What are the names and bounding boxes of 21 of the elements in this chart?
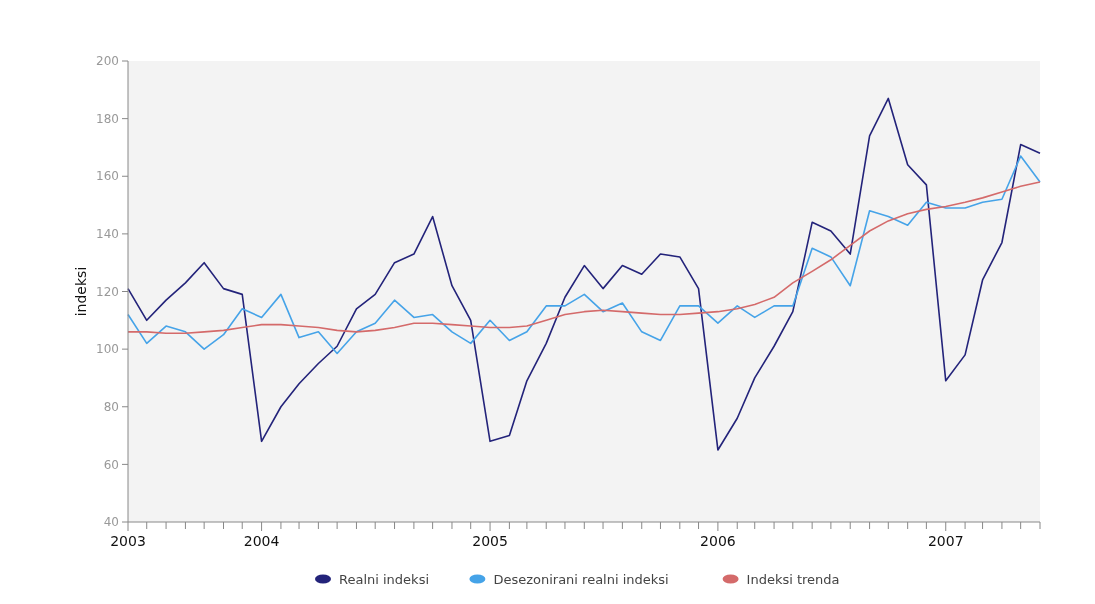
line-series <box>127 155 1041 355</box>
y-tick-label: 60 <box>103 457 119 472</box>
y-tick-label: 120 <box>96 284 119 299</box>
x-tick-label: 2004 <box>243 533 280 549</box>
y-axis-title: indeksi <box>73 266 89 317</box>
y-tick-label: 40 <box>103 515 119 530</box>
x-tick-label: 2003 <box>110 533 146 549</box>
x-tick-label: 2005 <box>472 533 508 549</box>
y-tick-label: 80 <box>103 399 119 414</box>
y-tick-label: 200 <box>96 54 119 69</box>
line-series <box>127 97 1041 451</box>
y-tick-label: 100 <box>96 342 119 357</box>
x-tick-label: 2007 <box>927 533 964 549</box>
y-tick-label: 140 <box>96 227 119 242</box>
legend-label: Realni indeksi <box>339 572 430 587</box>
legend-label: Desezonirani realni indeksi <box>493 572 669 587</box>
y-tick-label: 180 <box>96 111 119 126</box>
line-series <box>127 181 1041 335</box>
legend-label: Indeksi trenda <box>746 572 840 587</box>
x-tick-label: 2006 <box>700 533 736 549</box>
y-tick-label: 160 <box>96 169 119 184</box>
